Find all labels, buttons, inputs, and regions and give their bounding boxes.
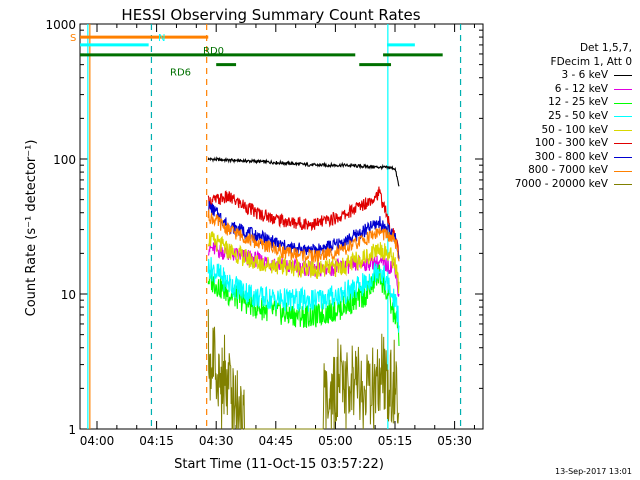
y-tick-label: 100	[53, 153, 76, 167]
x-tick-label: 05:15	[378, 434, 413, 448]
legend-header-line-1: Det 1,5,7,	[579, 42, 632, 54]
series-line	[207, 257, 400, 333]
legend-header-line-2: FDecim 1, Att 0	[550, 55, 632, 68]
series-line	[207, 264, 400, 347]
x-tick-label: 05:30	[437, 434, 472, 448]
legend-swatch	[614, 75, 632, 77]
legend: Det 1,5,7, FDecim 1, Att 0 3 - 6 keV 6 - …	[472, 42, 632, 192]
x-tick-label: 04:00	[80, 434, 115, 448]
x-tick-label: 04:45	[259, 434, 294, 448]
legend-swatch	[614, 89, 632, 91]
date-stamp: 13-Sep-2017 13:01	[555, 467, 632, 476]
legend-swatch	[614, 170, 632, 172]
legend-entry-label: 3 - 6 keV	[561, 69, 608, 82]
legend-entry-label: 25 - 50 keV	[548, 109, 608, 122]
plot-frame	[79, 23, 484, 430]
x-tick-label: 04:15	[139, 434, 174, 448]
legend-entry: 12 - 25 keV	[472, 96, 632, 110]
legend-swatch	[614, 116, 632, 118]
legend-entry: 3 - 6 keV	[472, 69, 632, 83]
legend-entry-label: 7000 - 20000 keV	[514, 177, 608, 190]
x-axis-label: Start Time (11-Oct-15 03:57:22)	[174, 457, 384, 472]
legend-entries: 3 - 6 keV 6 - 12 keV 12 - 25 keV 25 - 50 ke…	[472, 69, 632, 191]
flag-label-rd6: RD6	[170, 68, 191, 79]
legend-entry: 300 - 800 keV	[472, 151, 632, 165]
legend-entry: 7000 - 20000 keV	[472, 178, 632, 192]
y-tick-label: 1	[68, 423, 76, 437]
series-line	[207, 201, 400, 260]
series-line	[207, 231, 400, 294]
x-tick-label: 05:00	[318, 434, 353, 448]
plot-area: 1 10 100 1000 04:00 04:15 04:30 04:45 05:00 05:15…	[45, 18, 484, 448]
legend-entry-label: 12 - 25 keV	[548, 96, 608, 109]
flag-label-rd0: RD0	[203, 46, 224, 57]
legend-swatch	[614, 184, 632, 186]
flag-label-n: N	[158, 33, 165, 44]
series-line	[207, 186, 400, 259]
y-axis-label: Count Rate (s⁻¹ detector⁻¹)	[24, 140, 39, 317]
legend-entry-label: 6 - 12 keV	[554, 82, 608, 95]
legend-swatch	[614, 129, 632, 131]
legend-entry-label: 50 - 100 keV	[541, 123, 608, 136]
legend-swatch	[614, 143, 632, 145]
legend-entry: 6 - 12 keV	[472, 83, 632, 97]
series-line	[207, 156, 400, 187]
legend-entry-label: 100 - 300 keV	[534, 137, 608, 150]
y-tick-label: 1000	[45, 18, 76, 32]
legend-entry: 25 - 50 keV	[472, 110, 632, 124]
legend-entry: 800 - 7000 keV	[472, 164, 632, 178]
legend-swatch	[614, 102, 632, 104]
flag-label-s: S	[70, 33, 76, 44]
series-line	[207, 209, 400, 264]
series-line	[207, 308, 400, 430]
chart-title: HESSI Observing Summary Count Rates	[121, 6, 420, 24]
legend-entry: 100 - 300 keV	[472, 137, 632, 151]
x-tick-label: 04:30	[199, 434, 234, 448]
y-tick-label: 10	[61, 288, 76, 302]
legend-swatch	[614, 157, 632, 159]
legend-entry-label: 300 - 800 keV	[534, 150, 608, 163]
legend-entry: 50 - 100 keV	[472, 124, 632, 138]
legend-entry-label: 800 - 7000 keV	[528, 164, 608, 177]
